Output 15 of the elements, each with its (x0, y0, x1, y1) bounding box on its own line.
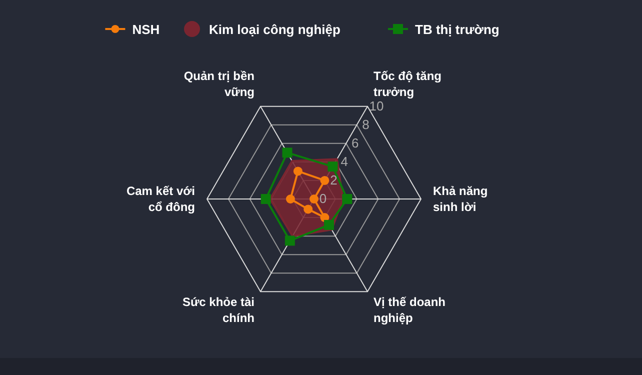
y-tick-label: 0 (319, 191, 327, 206)
y-tick-label: 2 (330, 172, 338, 188)
legend-label: Kim loại công nghiệp (209, 22, 341, 37)
spoke-label: Khả năng sinh lời (433, 184, 488, 214)
y-tick-label: 4 (340, 154, 348, 169)
spoke-label: Cam kết với cổ đông (126, 184, 195, 214)
spoke-label: Vị thế doanh nghiệp (374, 295, 446, 326)
spoke-label: Tốc độ tăng trưởng (374, 68, 442, 99)
spoke-label: Sức khỏe tài chính (182, 295, 254, 326)
y-tick-label: 10 (369, 98, 384, 114)
y-tick-label: 8 (362, 116, 370, 132)
legend-label: TB thị trường (415, 22, 500, 37)
y-tick-label: 6 (351, 135, 359, 150)
spoke-label: Quản trị bền vững (184, 68, 254, 99)
legend-label: NSH (132, 22, 160, 37)
